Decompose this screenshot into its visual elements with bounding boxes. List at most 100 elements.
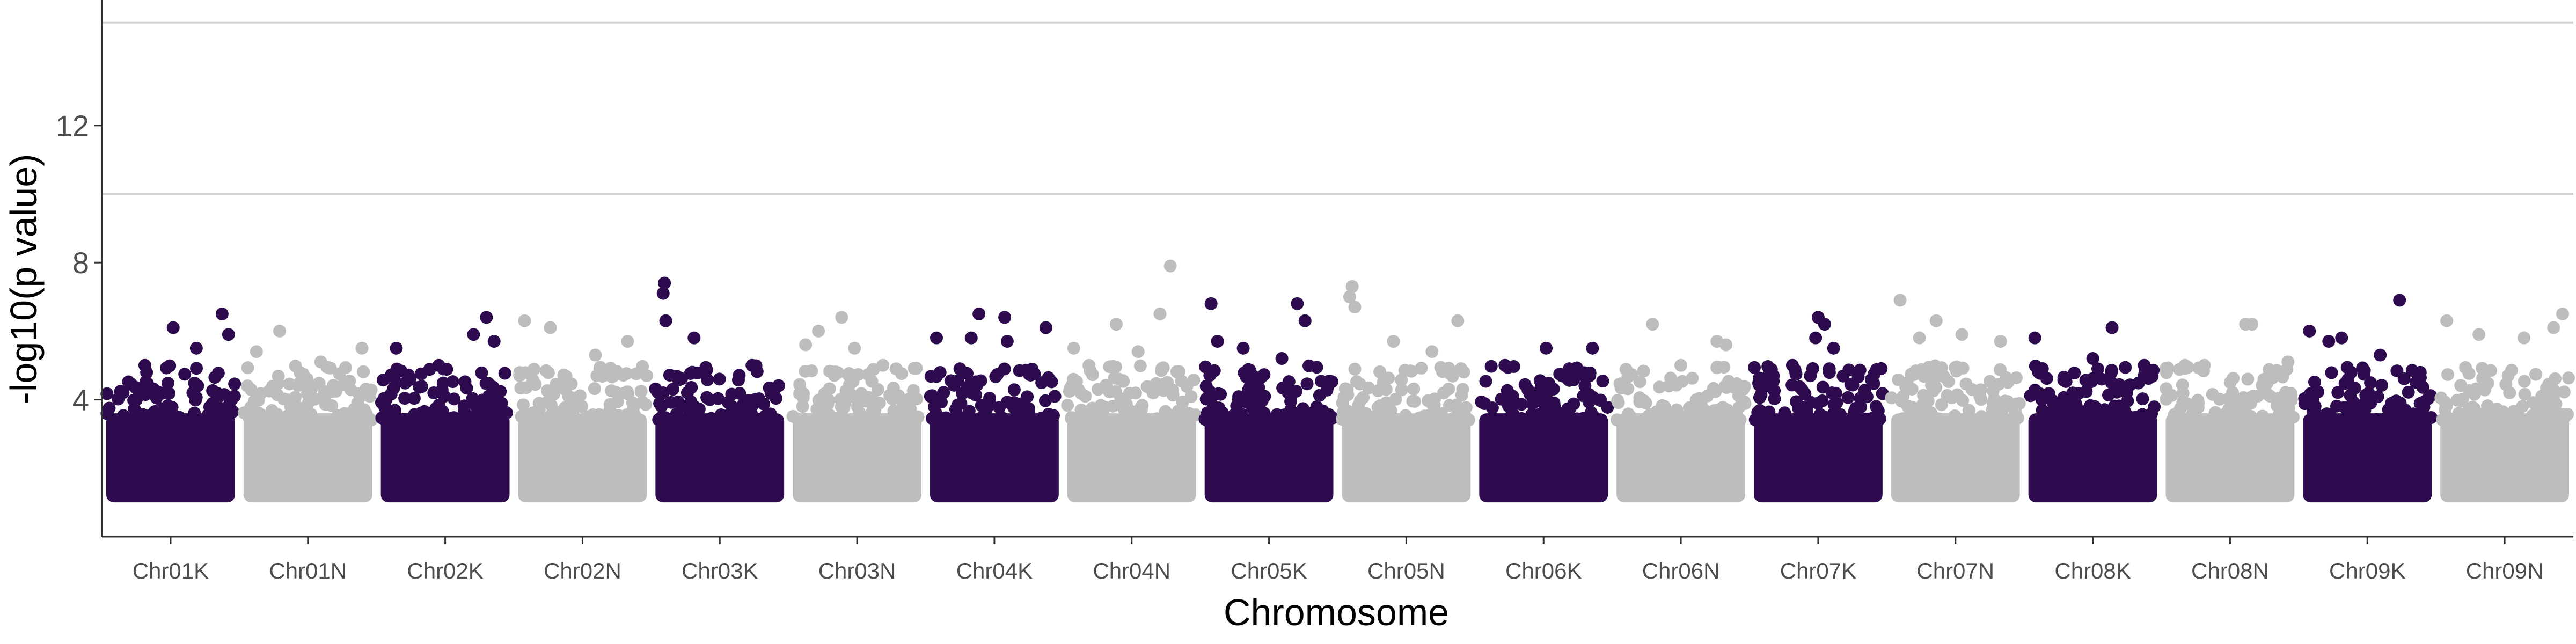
data-point-peak	[2086, 352, 2099, 365]
data-point	[951, 374, 964, 387]
data-point	[888, 408, 901, 421]
data-point	[1686, 371, 1699, 385]
data-point	[2119, 361, 2132, 374]
x-tick-label: Chr02K	[407, 558, 483, 583]
data-point	[862, 368, 875, 381]
data-point-peak	[1563, 362, 1576, 376]
data-point	[1732, 400, 1746, 414]
data-point	[2264, 390, 2277, 403]
chromosome-Chr03K	[649, 276, 785, 503]
data-point	[1086, 368, 1099, 382]
data-point-peak	[1586, 341, 1599, 355]
data-point	[1875, 362, 1888, 375]
y-axis-ticks: 4 8 12	[56, 109, 102, 417]
point-band	[2028, 413, 2157, 503]
data-point-peak	[487, 335, 501, 348]
data-point	[747, 412, 760, 426]
data-point	[131, 409, 145, 423]
data-point	[1456, 383, 1469, 396]
data-point-peak	[658, 276, 671, 290]
data-point	[2173, 404, 2186, 417]
x-tick-label: Chr05K	[1231, 558, 1307, 583]
data-point	[1415, 361, 1428, 375]
data-point	[2260, 377, 2273, 390]
data-point-peak	[621, 335, 634, 348]
data-point	[1763, 379, 1776, 393]
data-point-peak	[799, 338, 813, 352]
data-point	[1172, 404, 1185, 418]
data-point	[1948, 409, 1962, 423]
data-point-peak	[745, 358, 759, 372]
data-point	[1258, 390, 1271, 403]
data-point	[363, 413, 377, 426]
data-point	[244, 401, 257, 414]
data-point	[394, 364, 408, 378]
data-point	[1816, 394, 1829, 407]
data-point	[713, 372, 726, 386]
data-point	[2347, 396, 2360, 409]
data-point	[1248, 395, 1261, 408]
data-point	[767, 387, 780, 401]
data-point	[2558, 411, 2571, 424]
data-point	[1919, 406, 1932, 420]
data-point	[905, 413, 919, 427]
data-point	[2467, 406, 2480, 420]
data-point	[1311, 412, 1324, 426]
data-point-peak	[812, 324, 825, 338]
data-point	[161, 399, 174, 412]
data-point	[2036, 362, 2049, 375]
data-point	[498, 367, 511, 380]
data-point	[1159, 405, 1172, 418]
data-point	[1995, 413, 2008, 426]
data-point	[1637, 394, 1650, 407]
data-point-peak	[1809, 331, 1823, 345]
data-point	[1013, 364, 1026, 377]
data-point	[573, 389, 587, 402]
data-point	[294, 366, 307, 379]
x-tick-label: Chr08K	[2054, 558, 2131, 583]
data-point	[2046, 396, 2059, 409]
data-point	[1117, 375, 1130, 388]
data-point	[1154, 364, 1168, 377]
data-point	[2308, 375, 2321, 389]
data-point-peak	[2322, 335, 2336, 348]
data-point	[1808, 413, 1821, 426]
chromosome-Chr05N	[1335, 280, 1475, 503]
data-point	[1679, 410, 1693, 423]
data-point	[1348, 362, 1362, 376]
data-point	[100, 387, 114, 400]
data-point	[1021, 390, 1034, 404]
data-point	[1999, 398, 2012, 411]
data-point	[312, 376, 326, 390]
chromosome-Chr07N	[1885, 294, 2026, 503]
data-point	[2028, 383, 2041, 397]
data-point	[448, 392, 461, 406]
data-point	[1806, 362, 1819, 375]
data-point	[1897, 390, 1910, 403]
data-point	[1851, 370, 1865, 384]
chromosome-Chr02K	[375, 311, 513, 503]
data-point-peak	[835, 311, 848, 324]
data-point	[2371, 390, 2384, 404]
data-point	[1935, 361, 1948, 375]
chromosome-Chr09N	[2434, 307, 2575, 503]
data-point	[1395, 383, 1408, 397]
data-point-peak	[1348, 301, 1362, 314]
data-point-peak	[2105, 321, 2119, 334]
data-point	[1518, 378, 1532, 391]
data-point	[2223, 376, 2237, 389]
point-band	[655, 413, 785, 503]
data-point-peak	[2440, 314, 2454, 327]
data-point	[1270, 408, 1284, 421]
data-point	[796, 400, 809, 413]
data-point	[991, 368, 1004, 381]
x-tick-label: Chr07N	[1916, 558, 1994, 583]
data-point	[896, 395, 910, 408]
x-axis-title: Chromosome	[1224, 591, 1449, 633]
x-tick-label: Chr06K	[1505, 558, 1582, 583]
data-point	[1956, 394, 1970, 407]
data-point	[2112, 399, 2126, 413]
data-point	[745, 400, 758, 414]
data-point	[758, 409, 772, 423]
data-point	[969, 388, 983, 401]
